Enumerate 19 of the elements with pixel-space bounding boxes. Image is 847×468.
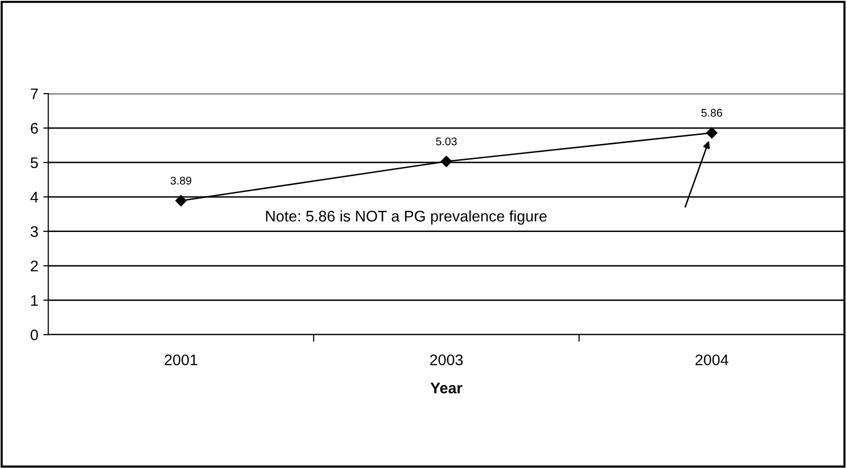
data-label: 3.89 (170, 176, 192, 185)
y-tick-label: 2 (30, 260, 38, 272)
point (175, 195, 187, 206)
y-tick-label: 7 (30, 88, 38, 100)
x-tick-label: 2004 (696, 354, 728, 366)
y-tick-label: 6 (30, 122, 38, 134)
x-axis-title: Year (430, 382, 462, 394)
y-tick-label: 5 (30, 157, 38, 168)
y-tick-label: 1 (31, 295, 38, 306)
point (440, 156, 452, 168)
data-label: 5.03 (436, 137, 457, 146)
annotation: Note: 5.86 is NOT a PG prevalence figure (266, 210, 547, 225)
x-tick-label: 2003 (430, 354, 463, 366)
y-tick-label: 0 (30, 329, 38, 340)
y-tick-label: 3 (30, 226, 38, 238)
point (706, 127, 718, 138)
y-tick-label: 4 (30, 192, 38, 202)
data-label: 5.86 (701, 108, 722, 117)
x-tick-label: 2001 (164, 354, 198, 366)
